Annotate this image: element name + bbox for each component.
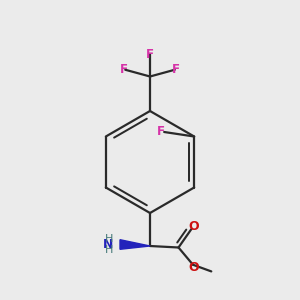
Text: O: O xyxy=(189,261,199,274)
Text: N: N xyxy=(103,238,113,251)
Polygon shape xyxy=(120,240,150,249)
Text: F: F xyxy=(120,63,128,76)
Text: H: H xyxy=(105,245,113,256)
Text: O: O xyxy=(188,220,199,233)
Text: H: H xyxy=(105,233,113,244)
Text: F: F xyxy=(172,63,180,76)
Text: F: F xyxy=(146,47,154,61)
Text: F: F xyxy=(157,125,165,139)
